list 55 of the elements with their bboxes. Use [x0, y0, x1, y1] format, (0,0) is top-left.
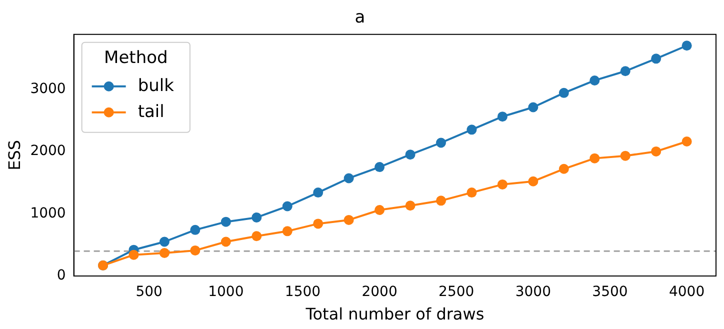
point — [313, 218, 324, 229]
point — [528, 176, 538, 186]
point — [466, 188, 477, 198]
point — [497, 179, 508, 190]
point — [128, 250, 139, 260]
point — [374, 162, 385, 172]
point — [405, 150, 416, 160]
point — [620, 150, 630, 161]
point — [159, 236, 170, 247]
y-tick-label: 1000 — [30, 205, 66, 222]
point — [651, 146, 662, 156]
point — [436, 138, 446, 148]
point — [497, 112, 508, 122]
x-tick-label: 3000 — [515, 284, 551, 300]
point — [405, 200, 416, 211]
legend-title: Method — [104, 48, 168, 68]
point — [682, 40, 692, 51]
point — [344, 214, 354, 225]
y-tick-label: 0 — [56, 268, 66, 284]
point — [590, 153, 600, 164]
x-tick-label: 2500 — [438, 284, 474, 300]
point — [436, 196, 446, 206]
point — [159, 248, 170, 258]
point — [252, 231, 262, 242]
chart-title: a — [354, 8, 366, 28]
point — [651, 54, 662, 64]
x-tick-label: 1500 — [284, 284, 321, 300]
point — [252, 212, 262, 222]
point — [466, 124, 477, 135]
legend-label: bulk — [138, 76, 174, 96]
x-tick-label: 4000 — [668, 284, 705, 300]
point — [220, 236, 231, 247]
x-tick-label: 3500 — [592, 284, 628, 300]
point — [190, 245, 200, 256]
point — [558, 164, 569, 174]
x-tick-label: 1000 — [208, 284, 244, 300]
legend-label: tail — [138, 102, 164, 122]
point — [344, 173, 354, 184]
point — [282, 201, 292, 212]
point — [374, 204, 385, 215]
point — [558, 88, 569, 98]
point — [682, 136, 692, 146]
y-axis-title: ESS — [4, 140, 24, 170]
x-tick-label: 2000 — [362, 284, 398, 300]
y-tick-label: 2000 — [30, 143, 66, 160]
point — [220, 216, 231, 227]
point — [282, 226, 292, 236]
x-tick-label: 500 — [136, 284, 162, 300]
point — [313, 188, 324, 198]
y-tick-label: 3000 — [30, 80, 66, 97]
x-axis-title: Total number of draws — [304, 304, 484, 324]
point — [620, 66, 630, 76]
point — [190, 224, 200, 235]
point — [528, 102, 538, 112]
point — [590, 75, 600, 86]
